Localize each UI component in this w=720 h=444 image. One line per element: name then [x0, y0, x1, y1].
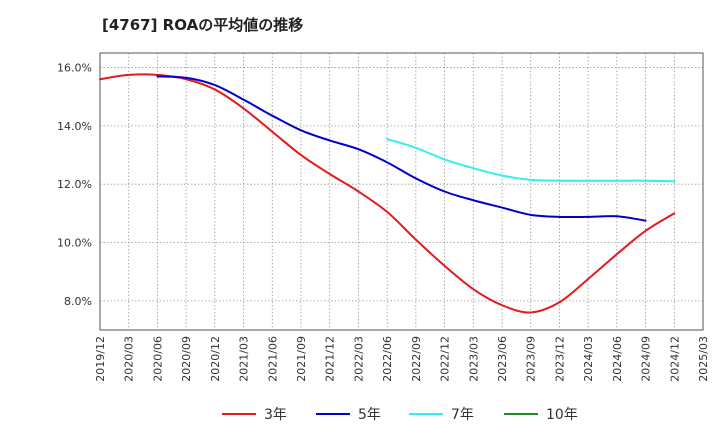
x-tick-label: 2024/09	[640, 336, 653, 382]
x-tick-label: 2021/03	[238, 336, 251, 382]
x-tick-label: 2021/12	[324, 336, 337, 382]
legend-label: 10年	[546, 407, 578, 423]
x-tick-label: 2019/12	[94, 336, 107, 382]
series-line-7年	[386, 138, 676, 183]
x-tick-label: 2022/12	[439, 336, 452, 382]
x-tick-label: 2025/03	[697, 336, 710, 382]
chart-title: [4767] ROAの平均値の推移	[102, 16, 304, 34]
x-tick-label: 2022/06	[381, 336, 394, 382]
y-tick-label: 10.0%	[57, 237, 92, 250]
y-tick-label: 16.0%	[57, 62, 92, 75]
x-tick-label: 2023/12	[553, 336, 566, 382]
legend-label: 7年	[451, 407, 474, 423]
x-tick-label: 2023/06	[496, 336, 509, 382]
x-tick-label: 2024/06	[611, 336, 624, 382]
legend-label: 3年	[264, 407, 287, 423]
y-tick-label: 14.0%	[57, 120, 92, 133]
x-tick-label: 2020/06	[151, 336, 164, 382]
x-tick-label: 2024/12	[668, 336, 681, 382]
x-tick-label: 2020/12	[209, 336, 222, 382]
x-tick-label: 2023/09	[525, 336, 538, 382]
x-tick-label: 2024/03	[582, 336, 595, 382]
x-tick-label: 2022/03	[352, 336, 365, 382]
x-tick-label: 2021/09	[295, 336, 308, 382]
y-tick-label: 12.0%	[57, 178, 92, 191]
x-tick-label: 2023/03	[467, 336, 480, 382]
x-tick-label: 2021/06	[266, 336, 279, 382]
series-line-3年	[99, 73, 676, 314]
x-tick-label: 2022/09	[410, 336, 423, 382]
series-line-5年	[156, 75, 647, 222]
plot-background	[100, 53, 703, 330]
x-tick-label: 2020/03	[123, 336, 136, 382]
y-tick-label: 8.0%	[64, 295, 92, 308]
x-tick-label: 2020/09	[180, 336, 193, 382]
plot-frame	[99, 52, 704, 331]
legend-label: 5年	[358, 407, 381, 423]
